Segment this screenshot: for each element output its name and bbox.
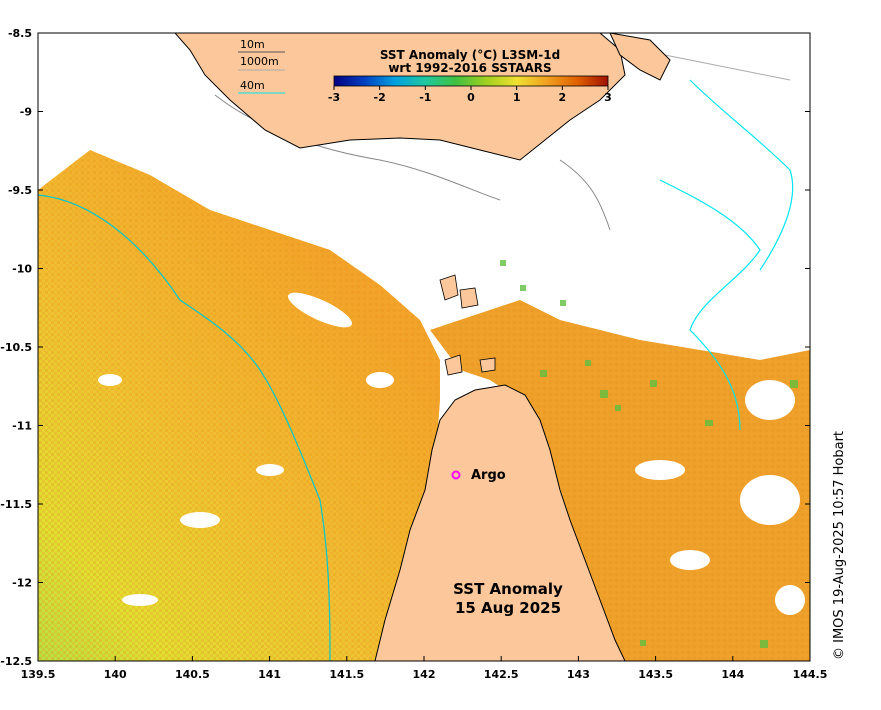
y-tick-label: -11.5: [0, 498, 32, 511]
torres-strait-islands: [439, 274, 496, 376]
colorbar-tick-label: 3: [604, 91, 612, 104]
x-tick-label: 143.5: [638, 668, 673, 681]
y-tick-label: -8.5: [8, 27, 32, 40]
map-title-line-2: wrt 1992-2016 SSTAARS: [388, 61, 551, 75]
x-tick-label: 139.5: [21, 668, 56, 681]
y-tick-label: -9.5: [8, 184, 32, 197]
colorbar: [333, 75, 609, 87]
x-tick-label: 144.5: [793, 668, 828, 681]
main-label-line-1: SST Anomaly: [453, 580, 563, 598]
land-cape-york: [374, 384, 626, 661]
x-tick-label: 142: [413, 668, 436, 681]
x-axis: 139.5 140 140.5 141 141.5 142 142.5 143 143.5 144…: [21, 656, 828, 681]
x-tick-label: 140.5: [175, 668, 210, 681]
y-tick-label: -9: [20, 106, 32, 119]
map-title-line-1: SST Anomaly (°C) L3SM-1d: [380, 48, 560, 62]
sst-anomaly-field: [38, 150, 810, 661]
map-plot-area: [38, 33, 810, 661]
depth-legend-40m: 40m: [240, 79, 265, 92]
y-tick-label: -12: [12, 577, 32, 590]
depth-legend: 10m 1000m 40m: [238, 38, 285, 94]
depth-legend-10m: 10m: [240, 38, 265, 51]
x-tick-label: 144: [721, 668, 744, 681]
colorbar-tick-label: -2: [374, 91, 386, 104]
y-axis: -8.5-9-9.5-10-10.5-11-11.5-12-12.5: [0, 27, 810, 668]
depth-legend-1000m: 1000m: [240, 55, 279, 68]
colorbar-ticks: -3 -2 -1 0 1 2 3: [328, 86, 612, 104]
colorbar-group: SST Anomaly (°C) L3SM-1d wrt 1992-2016 S…: [328, 48, 612, 104]
y-tick-label: -12.5: [0, 655, 32, 668]
y-tick-label: -10: [12, 263, 32, 276]
colorbar-tick-label: -3: [328, 91, 340, 104]
x-tick-label: 143: [567, 668, 590, 681]
x-tick-label: 141: [258, 668, 281, 681]
credit-text: © IMOS 19-Aug-2025 10:57 Hobart: [832, 430, 847, 660]
land-island-ne: [609, 33, 671, 81]
x-tick-label: 140: [104, 668, 127, 681]
argo-float-marker: [451, 470, 461, 480]
argo-label: Argo: [471, 468, 506, 483]
colorbar-tick-label: -1: [419, 91, 431, 104]
land-png: [174, 33, 626, 161]
colorbar-tick-label: 1: [513, 91, 521, 104]
x-tick-label: 141.5: [329, 668, 364, 681]
y-tick-label: -11: [12, 420, 32, 433]
x-tick-label: 142.5: [484, 668, 519, 681]
main-label-line-2: 15 Aug 2025: [455, 599, 561, 617]
colorbar-tick-label: 0: [467, 91, 475, 104]
y-tick-label: -10.5: [0, 341, 32, 354]
colorbar-tick-label: 2: [559, 91, 567, 104]
